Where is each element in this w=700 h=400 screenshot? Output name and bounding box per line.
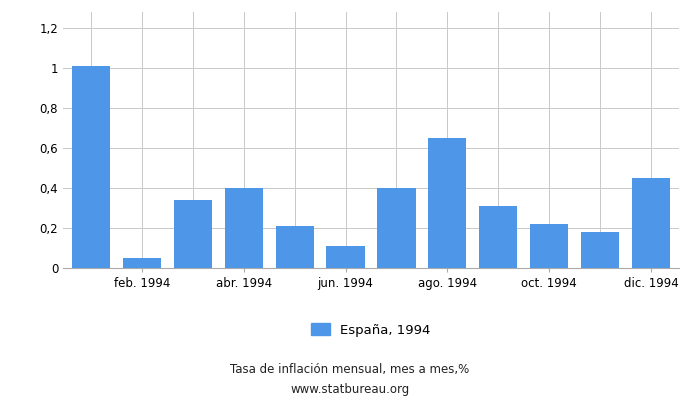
Bar: [480, 206, 517, 268]
Bar: [581, 232, 620, 268]
Bar: [530, 224, 568, 268]
Bar: [174, 200, 212, 268]
Bar: [122, 258, 161, 268]
Bar: [632, 178, 670, 268]
Bar: [428, 138, 466, 268]
Bar: [225, 188, 262, 268]
Text: Tasa de inflación mensual, mes a mes,%: Tasa de inflación mensual, mes a mes,%: [230, 364, 470, 376]
Bar: [276, 226, 314, 268]
Bar: [326, 246, 365, 268]
Text: www.statbureau.org: www.statbureau.org: [290, 384, 410, 396]
Legend: España, 1994: España, 1994: [312, 323, 430, 337]
Bar: [72, 66, 110, 268]
Bar: [377, 188, 416, 268]
